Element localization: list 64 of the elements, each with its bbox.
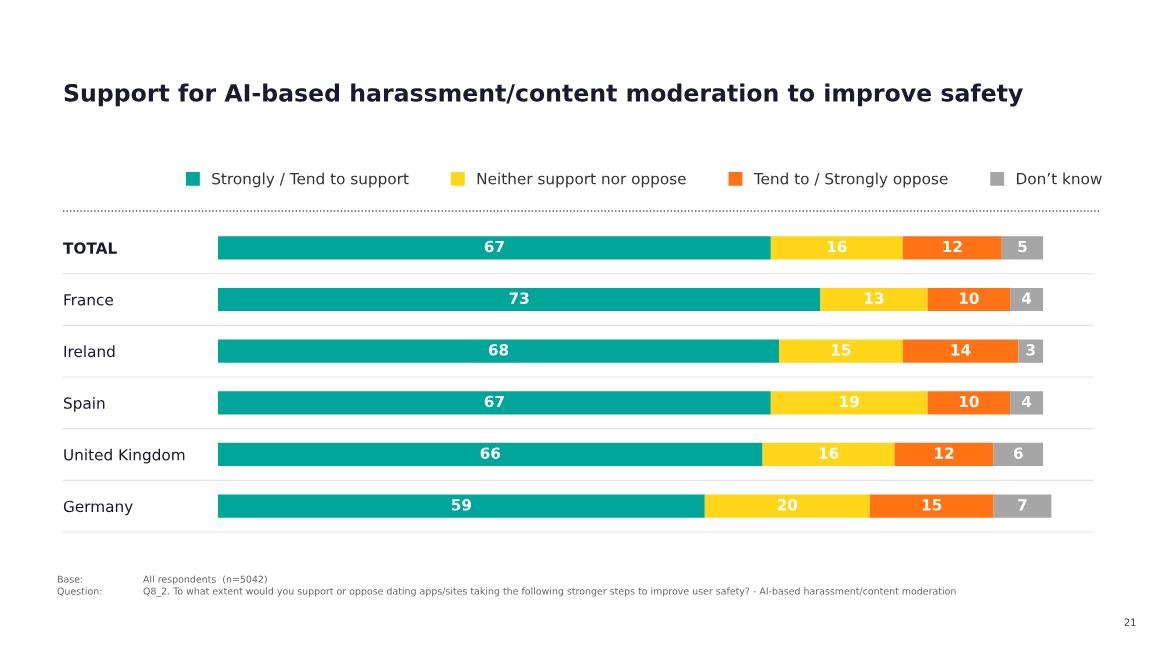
bar: [869, 494, 994, 518]
data-label: 3: [1026, 344, 1035, 356]
data-label: 15: [922, 499, 942, 511]
bar: [218, 339, 780, 363]
data-label: 6: [1013, 447, 1023, 459]
data-label: 10: [959, 395, 979, 408]
y-tick-label: Germany: [63, 500, 133, 516]
data-label: 67: [484, 395, 504, 408]
y-tick-label: Ireland: [64, 345, 115, 358]
data-label: 4: [1021, 292, 1032, 304]
bar: [218, 494, 705, 518]
data-label: 4: [1021, 395, 1032, 408]
data-label: 14: [951, 344, 971, 356]
bar: [927, 391, 1011, 415]
data-label: 19: [840, 395, 859, 408]
bar: [1010, 287, 1044, 312]
data-label: 12: [935, 447, 954, 459]
bar: [902, 236, 1002, 260]
legend-label: Strongly / Tend to support: [212, 172, 409, 188]
bar: [1018, 339, 1044, 363]
data-label: 7: [1018, 499, 1027, 511]
bar: [779, 339, 903, 363]
y-tick-label: Spain: [64, 397, 105, 412]
y-tick-label: France: [64, 294, 113, 306]
bar: [218, 287, 821, 312]
text: Q8_2. To what extent would you support or oppose dating apps/sites taking the following stronger steps to improve user safety? - AI-based harassment/content moderation: [143, 587, 956, 597]
data-label: 20: [777, 499, 798, 511]
data-label: 15: [832, 344, 851, 356]
y-tick-label: United Kingdom: [64, 448, 185, 464]
bar: [820, 287, 928, 312]
text: Base:: [57, 575, 83, 583]
text: All respondents (n=5042): [143, 575, 267, 585]
bar: [218, 236, 771, 260]
data-label: 16: [819, 447, 839, 459]
data-label: 5: [1018, 240, 1027, 253]
bar: [762, 442, 895, 467]
data-label: 73: [509, 292, 529, 304]
bar: [894, 442, 994, 467]
bar: [1010, 391, 1044, 415]
bar: [1001, 236, 1044, 260]
y-tick-label: TOTAL: [63, 242, 117, 254]
legend-label: Neither support nor oppose: [477, 172, 686, 188]
bar: [993, 442, 1044, 467]
data-label: 67: [484, 240, 504, 253]
data-label: 10: [959, 292, 979, 304]
legend-label: Don’t know: [1017, 172, 1102, 185]
bar: [770, 236, 903, 260]
bar: [993, 494, 1052, 518]
bar: [218, 442, 763, 467]
chart-title: Support for AI-based harassment/content moderation to improve safety: [64, 83, 1023, 107]
text: Question:: [57, 587, 102, 596]
bar: [927, 287, 1011, 312]
bar: [704, 494, 870, 518]
data-label: 66: [480, 447, 501, 459]
bar: [902, 339, 1019, 363]
bar: [770, 391, 928, 415]
bar: [218, 391, 771, 415]
data-label: 13: [865, 292, 884, 304]
data-label: 59: [451, 499, 472, 511]
data-label: 16: [827, 240, 847, 253]
data-label: 68: [488, 344, 509, 356]
data-label: 12: [943, 240, 962, 253]
legend-label: Tend to / Strongly oppose: [753, 172, 948, 188]
text: 21: [1124, 618, 1136, 626]
